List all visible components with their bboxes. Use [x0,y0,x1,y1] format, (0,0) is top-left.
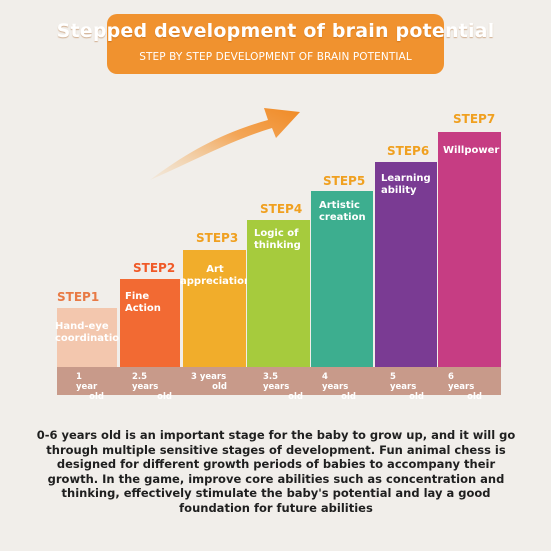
step-5-bar [311,191,373,368]
step-2-age: 2.5 years old [132,372,172,402]
step-4-bar [247,220,310,368]
title-banner [107,14,444,74]
step-7-bar [438,132,501,368]
step-6-ability: Learning ability [381,173,431,196]
step-4-label: STEP4 [260,202,303,216]
step-6-bar [375,162,437,368]
step-1-ability: Hand-eye coordination [55,321,127,344]
step-3-bar [183,250,246,368]
age-strip [57,367,501,395]
step-6-age: 5 years old [390,372,424,402]
step-2-label: STEP2 [133,261,176,275]
step-7-label: STEP7 [453,112,496,126]
step-1-bar [57,308,117,368]
growth-arrow-icon [150,108,300,180]
page-subtitle: STEP BY STEP DEVELOPMENT OF BRAIN POTENT… [139,51,412,63]
step-2-bar [120,279,180,368]
step-5-label: STEP5 [323,174,366,188]
step-3-age: 3 years old [191,372,227,392]
step-4-age: 3.5 years old [263,372,303,402]
description-text: 0-6 years old is an important stage for … [36,428,516,515]
step-7-age: 6 years old [448,372,482,402]
step-1-label: STEP1 [57,290,100,304]
step-5-age: 4 years old [322,372,356,402]
step-2-ability: Fine Action [125,291,161,314]
step-1-age: 1 year old [76,372,104,402]
step-5-ability: Artistic creation [319,200,366,223]
step-4-ability: Logic of thinking [254,228,301,251]
step-6-label: STEP6 [387,144,430,158]
step-7-ability: Willpower [443,145,500,156]
step-3-ability: Art appreciation [180,264,252,287]
step-3-label: STEP3 [196,231,239,245]
page-title: Stepped development of brain potential [56,20,495,42]
